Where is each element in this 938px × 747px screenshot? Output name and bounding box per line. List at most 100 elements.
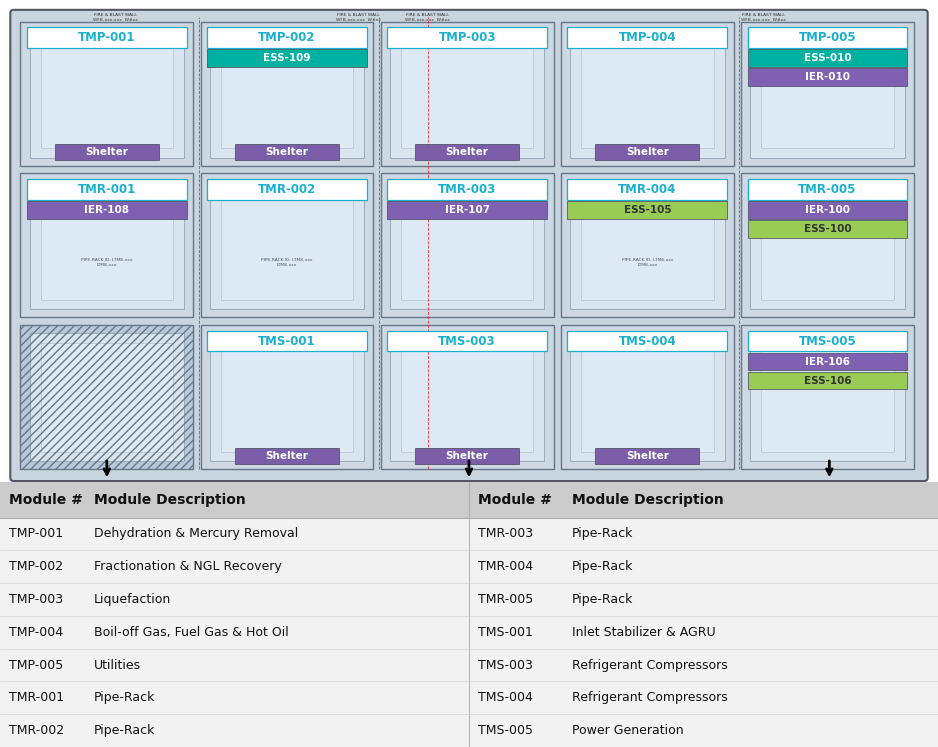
Text: Inlet Stabilizer & AGRU: Inlet Stabilizer & AGRU xyxy=(572,626,716,639)
Text: PIPE-RACK ID: LTM8-xxx
LTM8-xxx: PIPE-RACK ID: LTM8-xxx LTM8-xxx xyxy=(622,258,673,267)
Text: PIPE-RACK ID: LTM8-xxx
LTM8-xxx: PIPE-RACK ID: LTM8-xxx LTM8-xxx xyxy=(81,258,132,267)
Text: TO CAUSEWAY
(ONSHORE)
W#xx: TO CAUSEWAY (ONSHORE) W#xx xyxy=(92,483,122,497)
Bar xyxy=(596,144,699,160)
Bar xyxy=(748,220,907,238)
Text: Pipe-Rack: Pipe-Rack xyxy=(572,527,633,541)
Text: TMR-005: TMR-005 xyxy=(478,593,534,606)
Text: FIRE & BLAST WALL
WFB-xxx-xxx  W#xx: FIRE & BLAST WALL WFB-xxx-xxx W#xx xyxy=(93,13,138,22)
Bar xyxy=(235,144,339,160)
Bar xyxy=(210,333,364,461)
Bar xyxy=(27,179,187,199)
Bar xyxy=(401,191,534,300)
Bar xyxy=(561,325,734,469)
Text: PIPE-RACK ID: LTM8-xxx
LTM8-xxx: PIPE-RACK ID: LTM8-xxx LTM8-xxx xyxy=(262,258,312,267)
Bar xyxy=(567,201,727,219)
Bar xyxy=(21,325,193,469)
Bar xyxy=(748,372,907,389)
Bar xyxy=(40,39,173,148)
Bar xyxy=(387,27,547,48)
Text: Module Description: Module Description xyxy=(94,493,246,506)
Bar xyxy=(748,201,907,219)
Text: TMP-002: TMP-002 xyxy=(9,560,64,573)
Text: Shelter: Shelter xyxy=(446,450,489,461)
Bar xyxy=(596,447,699,464)
Text: TMP-005: TMP-005 xyxy=(798,31,856,44)
Bar xyxy=(567,27,727,48)
Text: IER-010: IER-010 xyxy=(805,72,850,82)
Bar xyxy=(30,333,184,461)
Bar xyxy=(390,333,544,461)
Text: TMP-002: TMP-002 xyxy=(258,31,316,44)
Text: Pipe-Rack: Pipe-Rack xyxy=(94,724,155,737)
Bar xyxy=(570,182,724,309)
Text: ESS-100: ESS-100 xyxy=(804,224,852,234)
FancyBboxPatch shape xyxy=(10,10,928,481)
Text: TO CAUSEWAY
(ONSHORE)
W#xx: TO CAUSEWAY (ONSHORE) W#xx xyxy=(454,483,484,497)
Text: TMS-005: TMS-005 xyxy=(478,724,534,737)
Text: TMR-001: TMR-001 xyxy=(78,183,136,196)
Bar xyxy=(220,191,354,300)
Bar xyxy=(21,22,193,166)
Bar xyxy=(750,182,905,309)
Text: TMP-001: TMP-001 xyxy=(9,527,64,541)
Bar xyxy=(40,191,173,300)
Bar xyxy=(40,343,173,452)
Bar xyxy=(387,201,547,219)
Text: TMR-004: TMR-004 xyxy=(618,183,676,196)
Bar xyxy=(741,325,914,469)
Bar xyxy=(390,182,544,309)
Bar xyxy=(210,30,364,158)
Bar xyxy=(27,27,187,48)
Text: Power Generation: Power Generation xyxy=(572,724,684,737)
Text: TMS-001: TMS-001 xyxy=(258,335,316,347)
Bar xyxy=(570,30,724,158)
Bar xyxy=(207,179,367,199)
Text: TMR-005: TMR-005 xyxy=(798,183,856,196)
Bar xyxy=(0,482,938,518)
Text: IER-108: IER-108 xyxy=(84,205,129,215)
Bar xyxy=(582,343,714,452)
Bar xyxy=(750,333,905,461)
Text: TMP-004: TMP-004 xyxy=(9,626,64,639)
Bar xyxy=(210,182,364,309)
Text: Pipe-Rack: Pipe-Rack xyxy=(94,691,155,704)
Text: Module Description: Module Description xyxy=(572,493,724,506)
Text: Dehydration & Mercury Removal: Dehydration & Mercury Removal xyxy=(94,527,298,541)
Text: TMR-001: TMR-001 xyxy=(9,691,65,704)
Bar xyxy=(762,39,894,148)
Bar xyxy=(30,182,184,309)
Text: ESS-106: ESS-106 xyxy=(804,376,852,385)
Bar xyxy=(582,39,714,148)
Bar xyxy=(207,331,367,351)
Bar xyxy=(561,22,734,166)
Bar xyxy=(748,27,907,48)
Text: Fractionation & NGL Recovery: Fractionation & NGL Recovery xyxy=(94,560,281,573)
Text: TMS-005: TMS-005 xyxy=(798,335,856,347)
Bar xyxy=(748,331,907,351)
Bar xyxy=(201,173,373,317)
Bar xyxy=(567,331,727,351)
Text: IER-106: IER-106 xyxy=(805,356,850,367)
Text: FIRE & BLAST WALL
WFB-xxx-xxx  W#xx: FIRE & BLAST WALL WFB-xxx-xxx W#xx xyxy=(405,13,450,22)
Text: TMR-002: TMR-002 xyxy=(9,724,65,737)
Text: Boil-off Gas, Fuel Gas & Hot Oil: Boil-off Gas, Fuel Gas & Hot Oil xyxy=(94,626,289,639)
Text: TO CAUSEWAY
(ONSHORE)
W#xx: TO CAUSEWAY (ONSHORE) W#xx xyxy=(814,483,844,497)
Bar xyxy=(55,144,159,160)
Bar xyxy=(416,447,519,464)
Bar xyxy=(30,30,184,158)
Bar xyxy=(381,325,553,469)
Bar xyxy=(762,191,894,300)
Text: TMR-003: TMR-003 xyxy=(478,527,534,541)
Bar xyxy=(220,343,354,452)
Text: TMP-004: TMP-004 xyxy=(618,31,676,44)
Bar xyxy=(748,68,907,86)
Text: Liquefaction: Liquefaction xyxy=(94,593,171,606)
Text: TMP-003: TMP-003 xyxy=(438,31,496,44)
Text: Module #: Module # xyxy=(9,493,83,506)
Text: Shelter: Shelter xyxy=(265,147,309,157)
Bar xyxy=(567,179,727,199)
Bar xyxy=(390,30,544,158)
Bar xyxy=(21,173,193,317)
Bar xyxy=(416,144,519,160)
Text: TMR-003: TMR-003 xyxy=(438,183,496,196)
